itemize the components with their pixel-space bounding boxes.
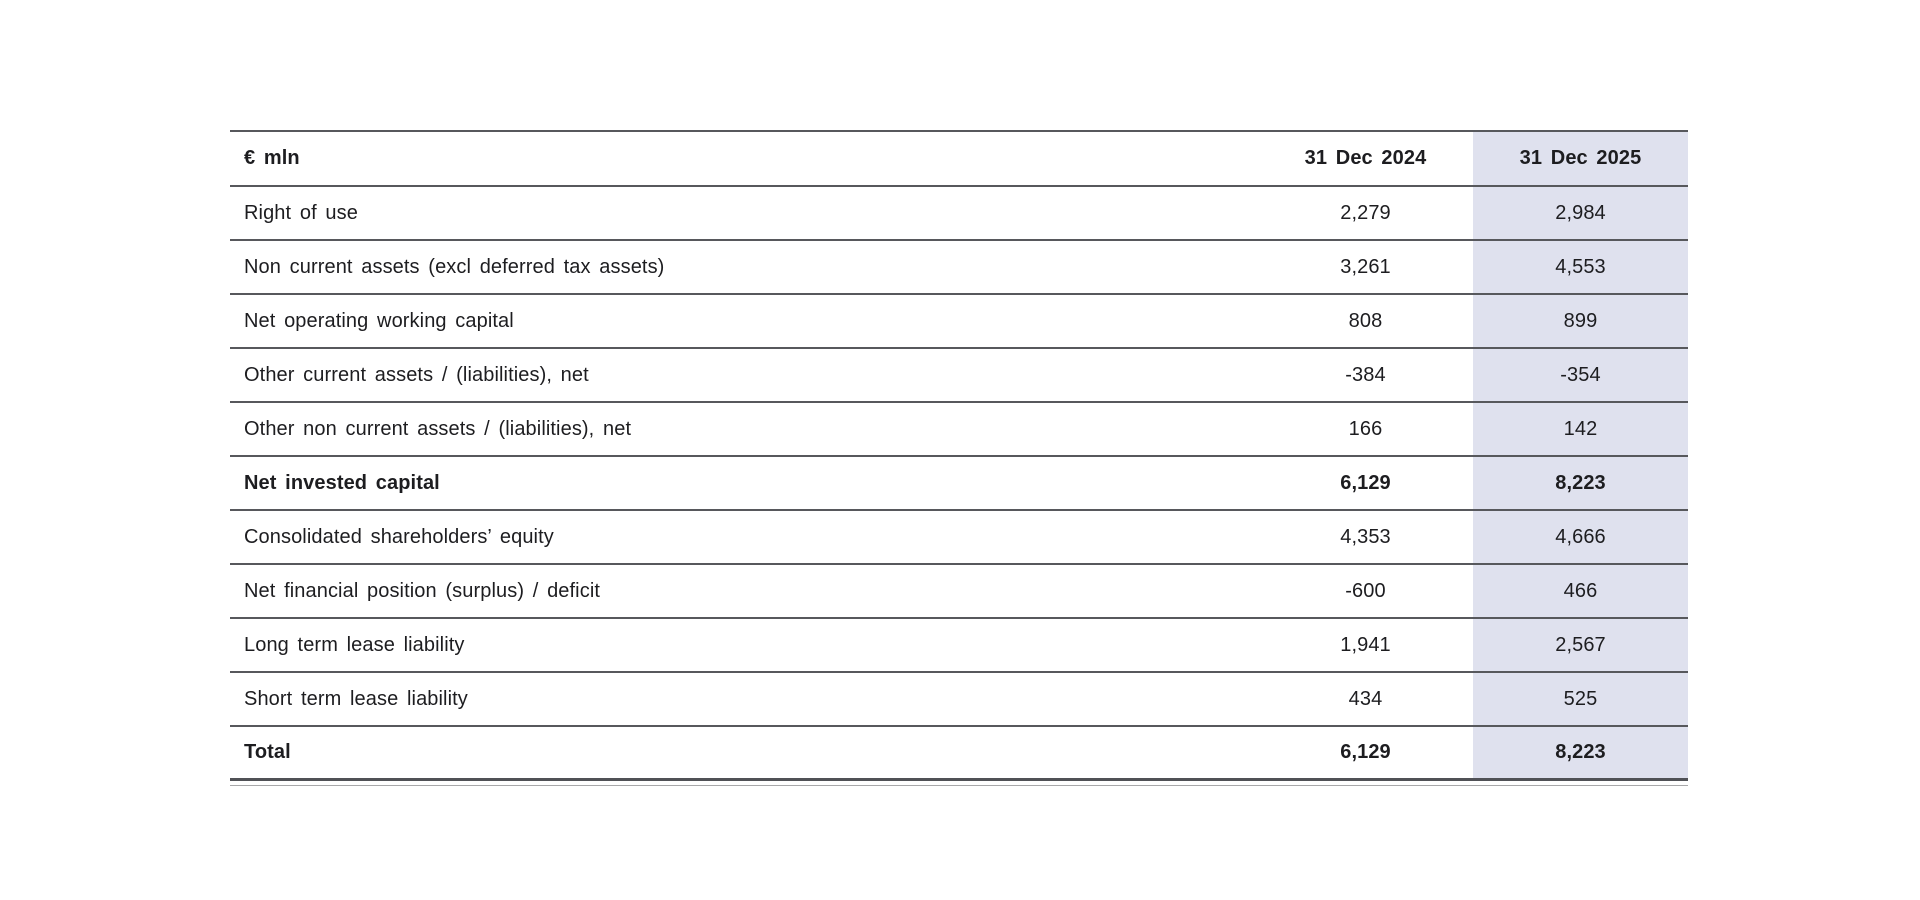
value-2024: 166 bbox=[1348, 417, 1383, 440]
value-2024: 808 bbox=[1348, 309, 1383, 332]
row-label: Right of use bbox=[244, 201, 358, 224]
table-row: Short term lease liability 434 525 bbox=[230, 673, 1688, 727]
value-2025: 466 bbox=[1473, 565, 1688, 617]
table-row: Other current assets / (liabilities), ne… bbox=[230, 349, 1688, 403]
table-row: Net financial position (surplus) / defic… bbox=[230, 565, 1688, 619]
table-row: Net operating working capital 808 899 bbox=[230, 295, 1688, 349]
value-2025: 8,223 bbox=[1473, 727, 1688, 778]
row-label: Total bbox=[244, 741, 291, 763]
row-label: Net invested capital bbox=[244, 471, 440, 494]
row-label: Net operating working capital bbox=[244, 309, 514, 332]
unit-header-label: € mln bbox=[244, 147, 300, 169]
value-2025: 8,223 bbox=[1473, 457, 1688, 509]
value-2025: 2,567 bbox=[1473, 619, 1688, 671]
bottom-rule-divider bbox=[230, 785, 1688, 786]
table-header-row: € mln 31 Dec 2024 31 Dec 2025 bbox=[230, 132, 1688, 187]
value-2025: 142 bbox=[1473, 403, 1688, 455]
value-2024: -384 bbox=[1345, 363, 1386, 386]
value-2024: -600 bbox=[1345, 579, 1386, 602]
value-2024: 3,261 bbox=[1340, 255, 1391, 278]
value-2025: -354 bbox=[1473, 349, 1688, 401]
value-2024: 434 bbox=[1348, 687, 1383, 710]
row-label: Other non current assets / (liabilities)… bbox=[244, 417, 632, 440]
value-2024: 2,279 bbox=[1340, 201, 1391, 224]
row-label: Non current assets (excl deferred tax as… bbox=[244, 255, 665, 278]
table-row-total: Total 6,129 8,223 bbox=[230, 727, 1688, 781]
value-2025: 899 bbox=[1473, 295, 1688, 347]
value-2024: 6,129 bbox=[1340, 741, 1391, 763]
value-2024: 1,941 bbox=[1340, 633, 1391, 656]
table-body: € mln 31 Dec 2024 31 Dec 2025 Right of u… bbox=[230, 130, 1688, 781]
table-row: Non current assets (excl deferred tax as… bbox=[230, 241, 1688, 295]
row-label: Short term lease liability bbox=[244, 687, 468, 710]
value-2025: 4,666 bbox=[1473, 511, 1688, 563]
balance-sheet-table: € mln 31 Dec 2024 31 Dec 2025 Right of u… bbox=[230, 130, 1688, 786]
value-2024: 6,129 bbox=[1340, 471, 1391, 494]
column-header-2025: 31 Dec 2025 bbox=[1473, 132, 1688, 185]
row-label: Other current assets / (liabilities), ne… bbox=[244, 363, 589, 386]
table-row: Consolidated shareholders’ equity 4,353 … bbox=[230, 511, 1688, 565]
row-label: Long term lease liability bbox=[244, 633, 465, 656]
value-2025: 4,553 bbox=[1473, 241, 1688, 293]
row-label: Net financial position (surplus) / defic… bbox=[244, 579, 601, 602]
value-2025: 525 bbox=[1473, 673, 1688, 725]
table-row: Long term lease liability 1,941 2,567 bbox=[230, 619, 1688, 673]
row-label: Consolidated shareholders’ equity bbox=[244, 525, 554, 548]
value-2024: 4,353 bbox=[1340, 525, 1391, 548]
table-row: Other non current assets / (liabilities)… bbox=[230, 403, 1688, 457]
table-row: Right of use 2,279 2,984 bbox=[230, 187, 1688, 241]
table-row-net-invested-capital: Net invested capital 6,129 8,223 bbox=[230, 457, 1688, 511]
value-2025: 2,984 bbox=[1473, 187, 1688, 239]
column-header-2024: 31 Dec 2024 bbox=[1304, 147, 1427, 169]
